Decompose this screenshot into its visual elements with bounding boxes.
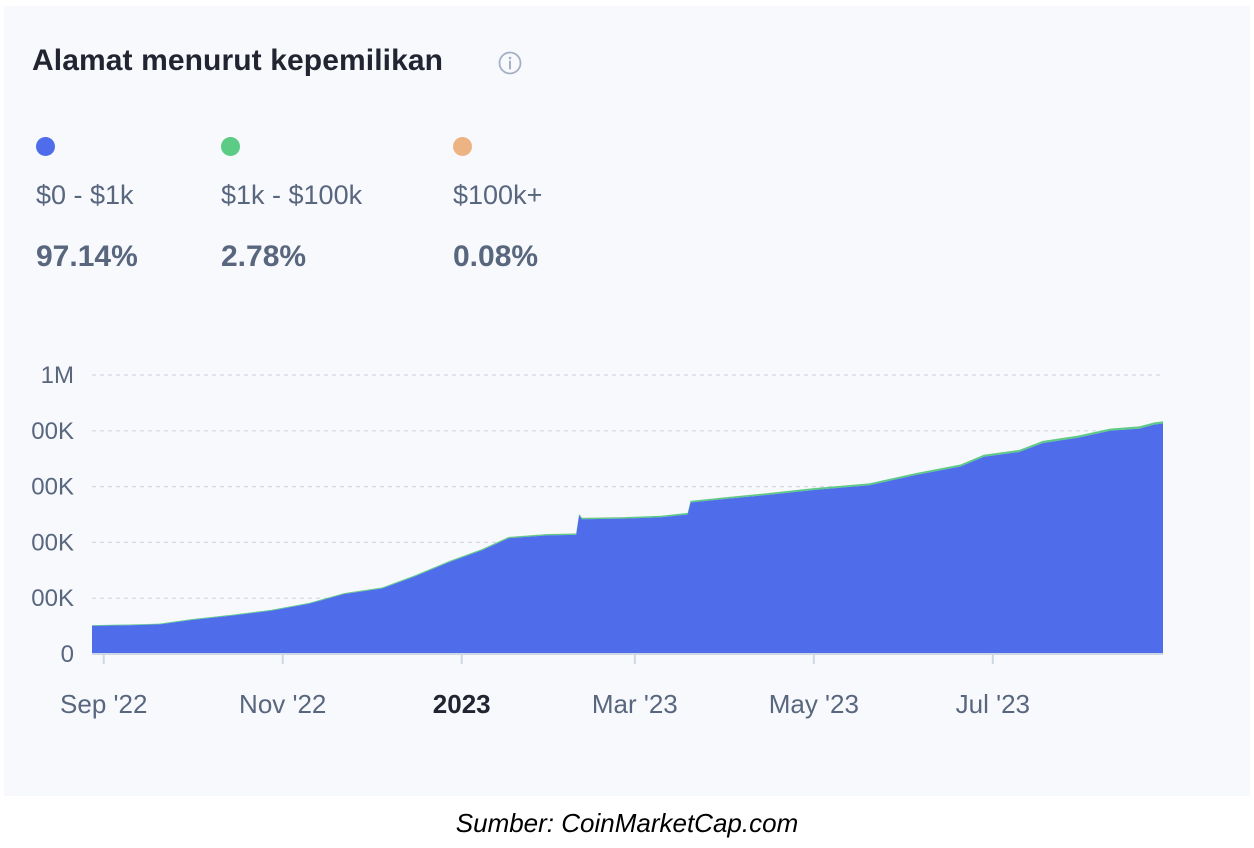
legend-dot-green <box>221 137 240 156</box>
info-circle-icon[interactable] <box>498 51 522 75</box>
y-tick-label: 1M <box>41 362 74 389</box>
legend-percent: 97.14% <box>36 240 138 273</box>
widget-card <box>4 6 1250 796</box>
legend-percent: 0.08% <box>453 240 539 273</box>
series-area-small-holders <box>92 423 1163 654</box>
y-tick-label: 00K <box>31 585 74 612</box>
x-tick-label: Nov '22 <box>239 689 326 719</box>
widget-title: Alamat menurut kepemilikan <box>32 44 444 77</box>
x-tick-label: 2023 <box>433 689 491 719</box>
x-tick-label: Sep '22 <box>60 689 147 719</box>
legend-dot-blue <box>36 137 55 156</box>
legend-percent: 2.78% <box>221 240 307 273</box>
x-tick-label: May '23 <box>769 689 859 719</box>
x-tick-label: Mar '23 <box>592 689 678 719</box>
y-tick-label: 00K <box>31 418 74 445</box>
y-tick-label: 00K <box>31 529 74 556</box>
source-caption: Sumber: CoinMarketCap.com <box>455 808 799 838</box>
y-tick-label: 0 <box>61 641 74 668</box>
y-tick-label: 00K <box>31 474 74 501</box>
legend-label: $0 - $1k <box>36 180 134 210</box>
x-tick-label: Jul '23 <box>956 689 1030 719</box>
legend-label: $1k - $100k <box>221 180 363 210</box>
legend-label: $100k+ <box>453 180 543 210</box>
legend-dot-orange <box>453 137 472 156</box>
